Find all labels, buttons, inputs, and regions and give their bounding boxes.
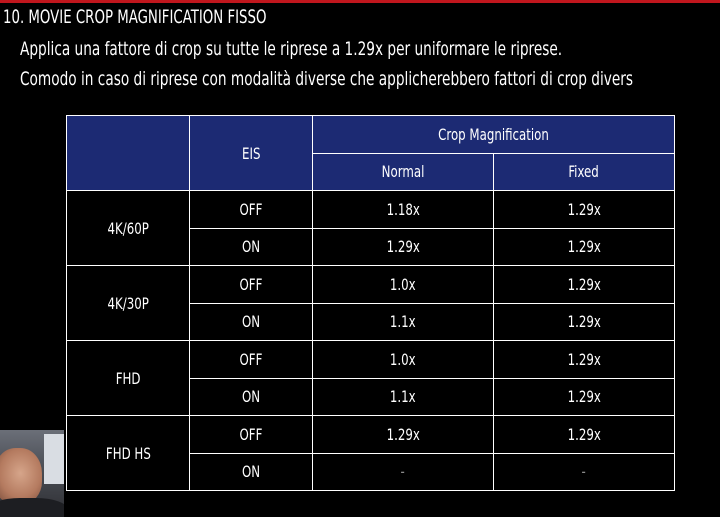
table-row: ON 1.1x 1.29x — [67, 302, 676, 341]
presenter-face — [0, 448, 42, 504]
webcam-overlay — [0, 430, 64, 517]
table-row: ON - - — [67, 452, 676, 491]
table-row: ON 1.29x 1.29x — [67, 227, 676, 266]
slide-title: 10. MOVIE CROP MAGNIFICATION FISSO — [3, 6, 267, 28]
normal-cell: 1.1x — [312, 302, 494, 341]
header-crop-magnification: Crop Magnification — [311, 115, 676, 154]
fixed-cell: 1.29x — [492, 302, 676, 341]
eis-cell: OFF — [189, 340, 313, 379]
table-row: FHD HS OFF 1.29x 1.29x — [66, 415, 676, 491]
table-row: 4K/30P OFF 1.0x 1.29x — [66, 265, 676, 341]
webcam-background-window — [44, 434, 64, 484]
presenter-shoulders — [0, 498, 64, 517]
fixed-cell: 1.29x — [492, 227, 676, 266]
normal-cell: 1.29x — [312, 227, 494, 266]
mode-cell-fhd: FHD — [66, 340, 190, 416]
table-subheader-row: Normal Fixed — [67, 152, 676, 191]
fixed-cell: 1.29x — [492, 415, 676, 454]
fixed-cell: - — [492, 452, 676, 491]
normal-cell: 1.1x — [312, 377, 494, 416]
normal-cell: 1.18x — [312, 190, 494, 229]
mode-cell-4k60p: 4K/60P — [66, 190, 190, 266]
description-line-1: Applica una fattore di crop su tutte le … — [20, 38, 563, 60]
header-normal: Normal — [312, 152, 494, 191]
eis-cell: ON — [189, 227, 313, 266]
header-eis: EIS — [189, 115, 313, 191]
fixed-cell: 1.29x — [492, 340, 676, 379]
header-fixed: Fixed — [492, 152, 676, 191]
normal-cell: 1.29x — [312, 415, 494, 454]
fixed-cell: 1.29x — [492, 265, 676, 304]
eis-cell: OFF — [189, 415, 313, 454]
eis-cell: OFF — [189, 190, 313, 229]
normal-cell: 1.0x — [312, 340, 494, 379]
table-row: ON 1.1x 1.29x — [67, 377, 676, 416]
top-accent-line — [0, 0, 720, 3]
eis-cell: ON — [189, 377, 313, 416]
eis-cell: OFF — [189, 265, 313, 304]
description-line-2: Comodo in caso di riprese con modalità d… — [20, 68, 634, 90]
table-row: FHD OFF 1.0x 1.29x — [66, 340, 676, 416]
table-row: 4K/60P OFF 1.18x 1.29x — [66, 190, 676, 266]
crop-magnification-table: EIS Crop Magnification Normal Fixed 4K/6… — [66, 115, 676, 491]
fixed-cell: 1.29x — [492, 190, 676, 229]
normal-cell: - — [312, 452, 494, 491]
eis-cell: ON — [189, 302, 313, 341]
eis-cell: ON — [189, 452, 313, 491]
table-header-row: EIS Crop Magnification — [66, 115, 676, 191]
header-blank-cell — [66, 115, 190, 191]
mode-cell-fhd-hs: FHD HS — [66, 415, 190, 491]
normal-cell: 1.0x — [312, 265, 494, 304]
fixed-cell: 1.29x — [492, 377, 676, 416]
mode-cell-4k30p: 4K/30P — [66, 265, 190, 341]
